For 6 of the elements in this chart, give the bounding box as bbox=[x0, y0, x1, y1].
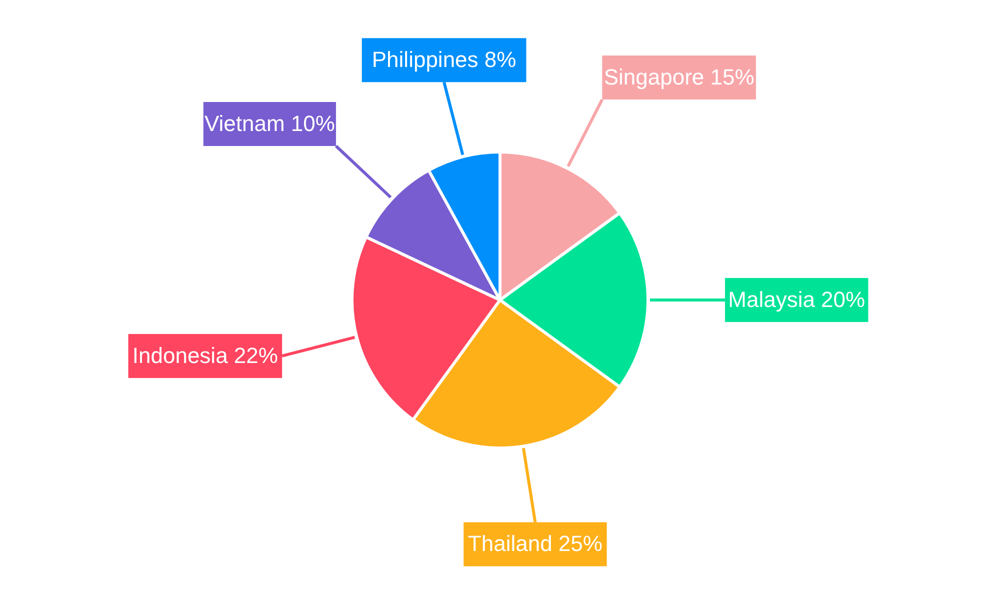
slice-label: Singapore 15% bbox=[604, 64, 754, 90]
slice-label: Vietnam 10% bbox=[204, 110, 335, 136]
slice-label: Malaysia 20% bbox=[728, 287, 866, 312]
slice-label: Indonesia 22% bbox=[132, 342, 278, 368]
slice-label: Thailand 25% bbox=[468, 531, 602, 556]
slice-label: Philippines 8% bbox=[372, 47, 516, 72]
